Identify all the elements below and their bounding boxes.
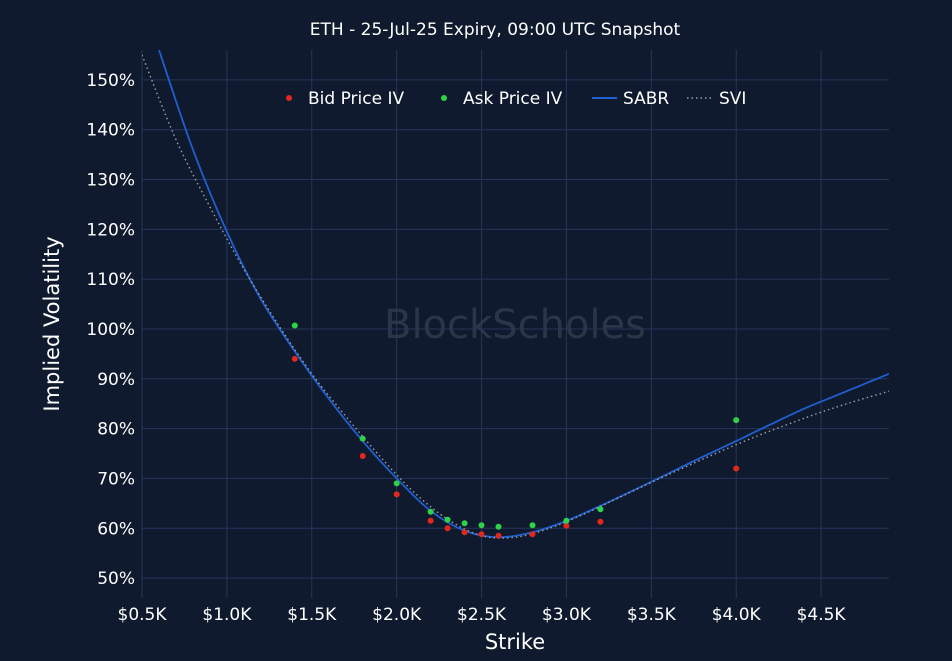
bid-iv-point	[495, 532, 502, 539]
legend-svi-label: SVI	[719, 89, 746, 109]
y-axis-ticks: 50% 60% 70% 80% 90% 100% 110% 120% 130% 140% 150%	[86, 71, 135, 589]
x-tick-label: $1.5K	[287, 605, 337, 625]
x-axis-title: Strike	[485, 630, 545, 654]
x-tick-label: $3.0K	[542, 605, 592, 625]
ask-iv-point	[529, 522, 536, 529]
bid-iv-point	[427, 517, 434, 524]
y-tick-label: 110%	[86, 270, 135, 290]
bid-iv-point	[291, 355, 298, 362]
bid-iv-point	[529, 531, 536, 538]
bid-iv-point	[461, 529, 468, 536]
x-tick-label: $4.5K	[797, 605, 847, 625]
y-axis-title: Implied Volatility	[40, 236, 64, 411]
ask-iv-point	[733, 417, 740, 424]
y-tick-label: 140%	[86, 121, 135, 141]
bid-iv-point	[563, 522, 570, 529]
legend-bid-marker	[286, 95, 292, 101]
chart-title: ETH - 25-Jul-25 Expiry, 09:00 UTC Snapsh…	[310, 20, 681, 40]
sabr-curve	[158, 50, 889, 539]
grid-lines	[141, 50, 889, 598]
bid-iv-point	[597, 518, 604, 525]
fit-lines	[142, 50, 889, 539]
x-tick-label: $4.0K	[712, 605, 762, 625]
ask-iv-point	[427, 508, 434, 515]
ask-iv-point	[597, 506, 604, 513]
ask-iv-point	[478, 522, 485, 529]
bid-iv-point	[444, 525, 451, 532]
y-tick-label: 80%	[97, 420, 135, 440]
y-tick-label: 60%	[97, 519, 135, 539]
bid-iv-point	[478, 531, 485, 538]
ask-iv-point	[495, 523, 502, 530]
bid-iv-point	[733, 465, 740, 472]
y-tick-label: 90%	[97, 370, 135, 390]
data-points	[291, 322, 740, 539]
legend-bid-label: Bid Price IV	[308, 89, 404, 109]
ask-iv-point	[291, 322, 298, 329]
x-axis-ticks: $0.5K $1.0K $1.5K $2.0K $2.5K $3.0K $3.5K $4.0K…	[118, 605, 847, 625]
ask-iv-point	[359, 435, 366, 442]
legend-ask-label: Ask Price IV	[463, 89, 563, 109]
bid-iv-point	[393, 491, 400, 498]
ask-iv-point	[444, 516, 451, 523]
y-tick-label: 120%	[86, 220, 135, 240]
y-tick-label: 70%	[97, 469, 135, 489]
plot-area	[142, 50, 889, 598]
y-tick-label: 50%	[97, 569, 135, 589]
legend: Bid Price IV Ask Price IV SABR SVI	[286, 89, 746, 109]
x-tick-label: $1.0K	[202, 605, 252, 625]
ask-iv-point	[563, 517, 570, 524]
legend-ask-marker	[441, 95, 447, 101]
y-tick-label: 150%	[86, 71, 135, 91]
y-tick-label: 130%	[86, 171, 135, 191]
watermark-text: BlockScholes	[384, 302, 646, 348]
x-tick-label: $3.5K	[627, 605, 677, 625]
x-tick-label: $2.5K	[457, 605, 507, 625]
y-tick-label: 100%	[86, 320, 135, 340]
ask-iv-point	[393, 480, 400, 487]
x-tick-label: $0.5K	[118, 605, 168, 625]
legend-sabr-label: SABR	[623, 89, 669, 109]
ask-iv-point	[461, 520, 468, 527]
bid-iv-point	[359, 453, 366, 459]
x-tick-label: $2.0K	[372, 605, 422, 625]
